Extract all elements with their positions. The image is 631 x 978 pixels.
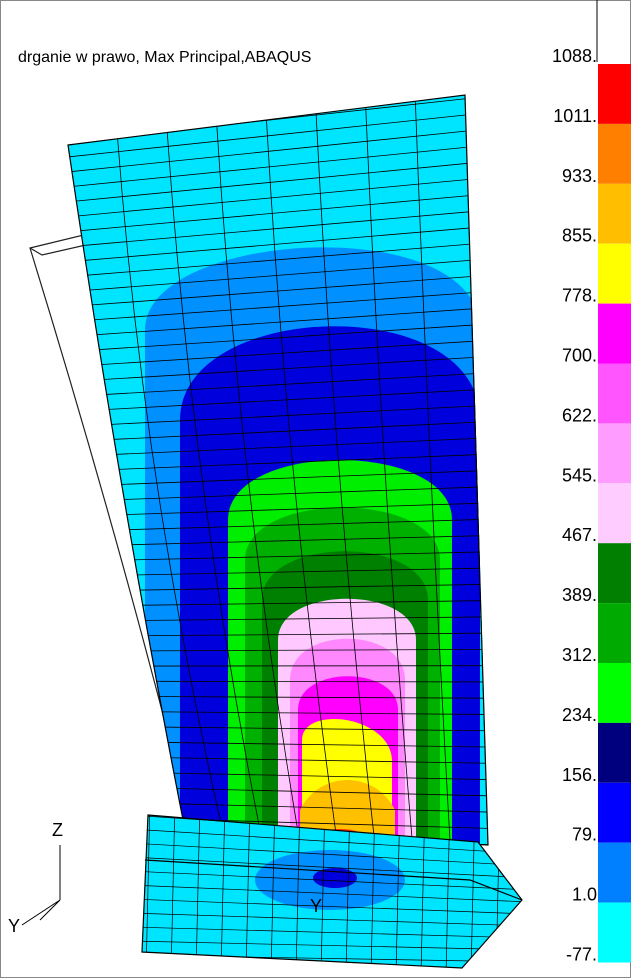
legend-swatch bbox=[598, 124, 631, 184]
legend-label: 1011. bbox=[553, 106, 597, 126]
legend-label: 778. bbox=[562, 286, 597, 306]
legend-label: 389. bbox=[562, 585, 597, 605]
legend-swatch bbox=[598, 723, 631, 783]
triad-z: Z bbox=[52, 820, 63, 840]
view-label: Y bbox=[310, 896, 322, 916]
legend-swatch bbox=[598, 244, 631, 304]
legend-swatch bbox=[598, 843, 631, 903]
legend-label: 622. bbox=[562, 405, 597, 425]
plot-title: drganie w prawo, Max Principal,ABAQUS bbox=[18, 49, 311, 66]
legend-label: 467. bbox=[562, 525, 597, 545]
legend-label: 234. bbox=[562, 705, 597, 725]
legend-label: -77. bbox=[566, 945, 597, 965]
legend-swatch bbox=[598, 603, 631, 663]
triad bbox=[22, 845, 60, 925]
legend-label: 933. bbox=[562, 166, 597, 186]
legend-swatch bbox=[598, 304, 631, 364]
viewport: drganie w prawo, Max Principal,ABAQUS Z … bbox=[0, 0, 631, 978]
legend-swatch bbox=[598, 364, 631, 424]
legend-swatch bbox=[598, 64, 631, 124]
legend-swatch bbox=[598, 783, 631, 843]
legend-swatch bbox=[598, 663, 631, 723]
legend-label: 312. bbox=[562, 645, 597, 665]
legend-swatch bbox=[598, 543, 631, 603]
legend-swatch bbox=[598, 184, 631, 244]
legend-label: 855. bbox=[562, 226, 597, 246]
legend-label: 545. bbox=[562, 465, 597, 485]
legend-swatch bbox=[598, 423, 631, 483]
legend-swatch bbox=[598, 903, 631, 963]
legend: 1088. 1011. 933. 855. 778. 700. 622. 545. 467. 38… bbox=[552, 46, 631, 965]
legend-label: 700. bbox=[562, 346, 597, 366]
legend-label: 1.0 bbox=[572, 885, 597, 905]
legend-label: 156. bbox=[562, 765, 597, 785]
legend-label: 79. bbox=[572, 825, 597, 845]
triad-y: Y bbox=[8, 916, 20, 936]
mesh-line bbox=[40, 666, 500, 667]
legend-label: 1088. bbox=[552, 46, 597, 66]
legend-swatch bbox=[598, 483, 631, 543]
